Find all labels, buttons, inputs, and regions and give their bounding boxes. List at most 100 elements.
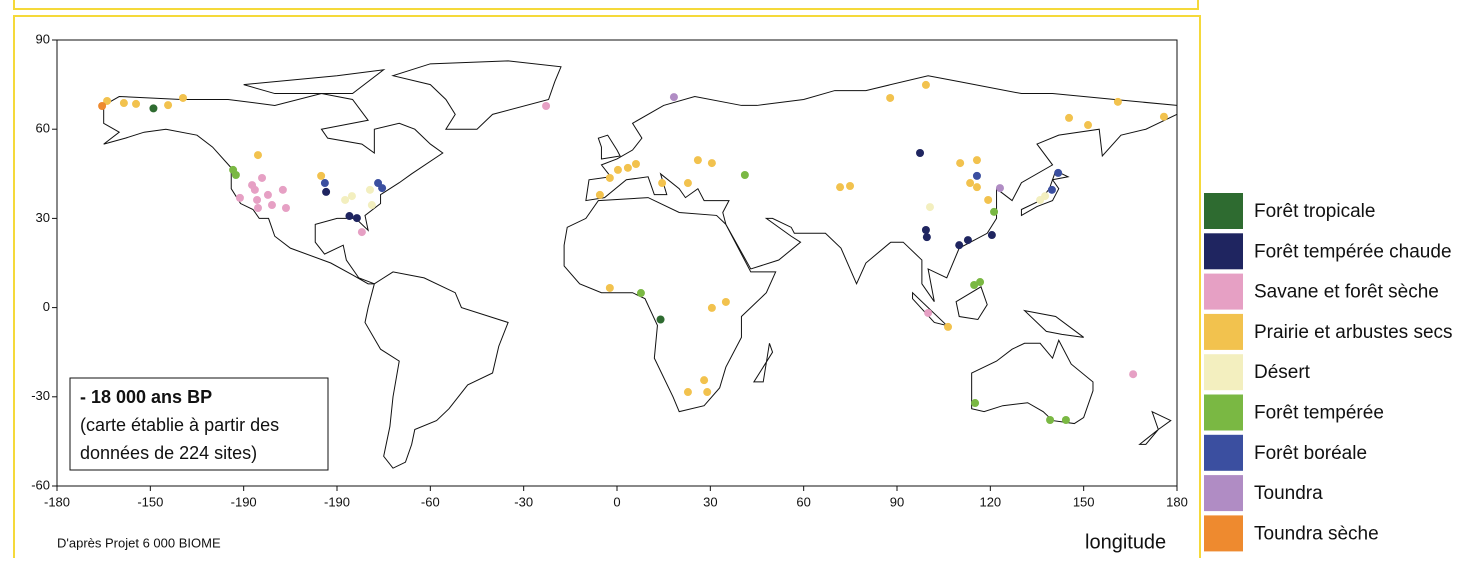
legend-label: Désert bbox=[1254, 362, 1311, 383]
site-point bbox=[995, 184, 1004, 193]
x-tick-label: 60 bbox=[796, 494, 810, 509]
site-point bbox=[693, 156, 702, 165]
site-point bbox=[886, 93, 895, 102]
top-frame bbox=[13, 0, 1199, 10]
legend-label: Forêt tropicale bbox=[1254, 201, 1375, 222]
x-tick-label: 120 bbox=[979, 494, 1001, 509]
legend-label: Prairie et arbustes secs bbox=[1254, 322, 1453, 343]
site-point bbox=[944, 322, 953, 331]
y-tick-label: 30 bbox=[36, 210, 50, 225]
x-tick-label: 0 bbox=[613, 494, 620, 509]
site-point bbox=[925, 203, 934, 212]
site-point bbox=[365, 185, 374, 194]
site-point bbox=[605, 173, 614, 182]
x-tick-label: -60 bbox=[421, 494, 440, 509]
site-point bbox=[250, 185, 259, 194]
annotation-line: données de 224 sites) bbox=[80, 443, 257, 463]
site-point bbox=[924, 308, 933, 317]
site-point bbox=[164, 101, 173, 110]
site-point bbox=[970, 281, 979, 290]
site-point bbox=[281, 203, 290, 212]
y-tick-label: -60 bbox=[31, 477, 50, 492]
annotation-box bbox=[69, 377, 329, 471]
site-point bbox=[267, 201, 276, 210]
site-point bbox=[352, 214, 361, 223]
legend-label: Toundra sèche bbox=[1254, 523, 1379, 544]
site-point bbox=[253, 203, 262, 212]
site-point bbox=[683, 388, 692, 397]
x-tick-label: 150 bbox=[1073, 494, 1095, 509]
site-point bbox=[922, 233, 931, 242]
x-tick-label: -190 bbox=[231, 494, 257, 509]
x-tick-label: -150 bbox=[137, 494, 163, 509]
site-point bbox=[631, 159, 640, 168]
site-point bbox=[683, 179, 692, 188]
site-point bbox=[921, 80, 930, 89]
site-point bbox=[317, 171, 326, 180]
legend-swatch bbox=[1204, 273, 1243, 310]
legend-swatch bbox=[1204, 193, 1243, 229]
site-point bbox=[613, 165, 622, 174]
site-point bbox=[972, 171, 981, 180]
legend-label: Forêt tempérée bbox=[1254, 403, 1384, 424]
site-point bbox=[966, 179, 975, 188]
site-point bbox=[378, 184, 387, 193]
x-tick-label: -190 bbox=[324, 494, 350, 509]
x-tick-label: 180 bbox=[1166, 494, 1188, 509]
site-point bbox=[972, 183, 981, 192]
site-point bbox=[956, 159, 965, 168]
site-point bbox=[707, 303, 716, 312]
legend-swatch bbox=[1204, 233, 1243, 270]
source-note: D'après Projet 6 000 BIOME bbox=[57, 535, 221, 550]
site-point bbox=[253, 151, 262, 160]
site-point bbox=[278, 185, 287, 194]
legend-swatch bbox=[1204, 434, 1243, 471]
site-point bbox=[263, 190, 272, 199]
site-point bbox=[258, 173, 267, 182]
site-point bbox=[656, 315, 665, 324]
site-point bbox=[320, 179, 329, 188]
site-point bbox=[1047, 185, 1056, 194]
site-point bbox=[103, 96, 112, 105]
site-point bbox=[703, 388, 712, 397]
site-point bbox=[984, 195, 993, 204]
legend-label: Forêt tempérée chaude bbox=[1254, 241, 1452, 262]
site-point bbox=[542, 102, 551, 111]
site-point bbox=[345, 212, 354, 221]
y-tick-label: 0 bbox=[43, 299, 50, 314]
site-point bbox=[357, 228, 366, 237]
site-point bbox=[623, 163, 632, 172]
legend-swatch bbox=[1204, 515, 1243, 552]
site-point bbox=[605, 283, 614, 292]
site-point bbox=[916, 148, 925, 157]
site-point bbox=[1129, 370, 1138, 379]
site-point bbox=[1084, 121, 1093, 130]
site-point bbox=[1061, 415, 1070, 424]
site-point bbox=[1159, 112, 1168, 121]
site-point bbox=[231, 170, 240, 179]
site-point bbox=[1065, 113, 1074, 122]
site-point bbox=[707, 159, 716, 168]
site-point bbox=[1046, 415, 1055, 424]
site-point bbox=[1113, 97, 1122, 106]
legend-swatch bbox=[1204, 475, 1243, 512]
legend-label: Savane et forêt sèche bbox=[1254, 282, 1439, 303]
site-point bbox=[253, 195, 262, 204]
site-point bbox=[700, 376, 709, 385]
x-tick-label: -30 bbox=[514, 494, 533, 509]
site-point bbox=[921, 225, 930, 234]
site-point bbox=[98, 102, 107, 111]
y-tick-label: 60 bbox=[36, 121, 50, 136]
legend-swatch bbox=[1204, 394, 1243, 431]
legend-swatch bbox=[1204, 313, 1243, 350]
site-point bbox=[322, 187, 331, 196]
site-point bbox=[179, 93, 187, 102]
legend-label: Forêt boréale bbox=[1254, 443, 1367, 464]
site-point bbox=[971, 399, 980, 408]
site-point bbox=[347, 192, 356, 201]
y-tick-label: 90 bbox=[36, 31, 50, 46]
site-point bbox=[976, 278, 985, 287]
site-point bbox=[132, 99, 141, 108]
site-point bbox=[235, 193, 244, 202]
